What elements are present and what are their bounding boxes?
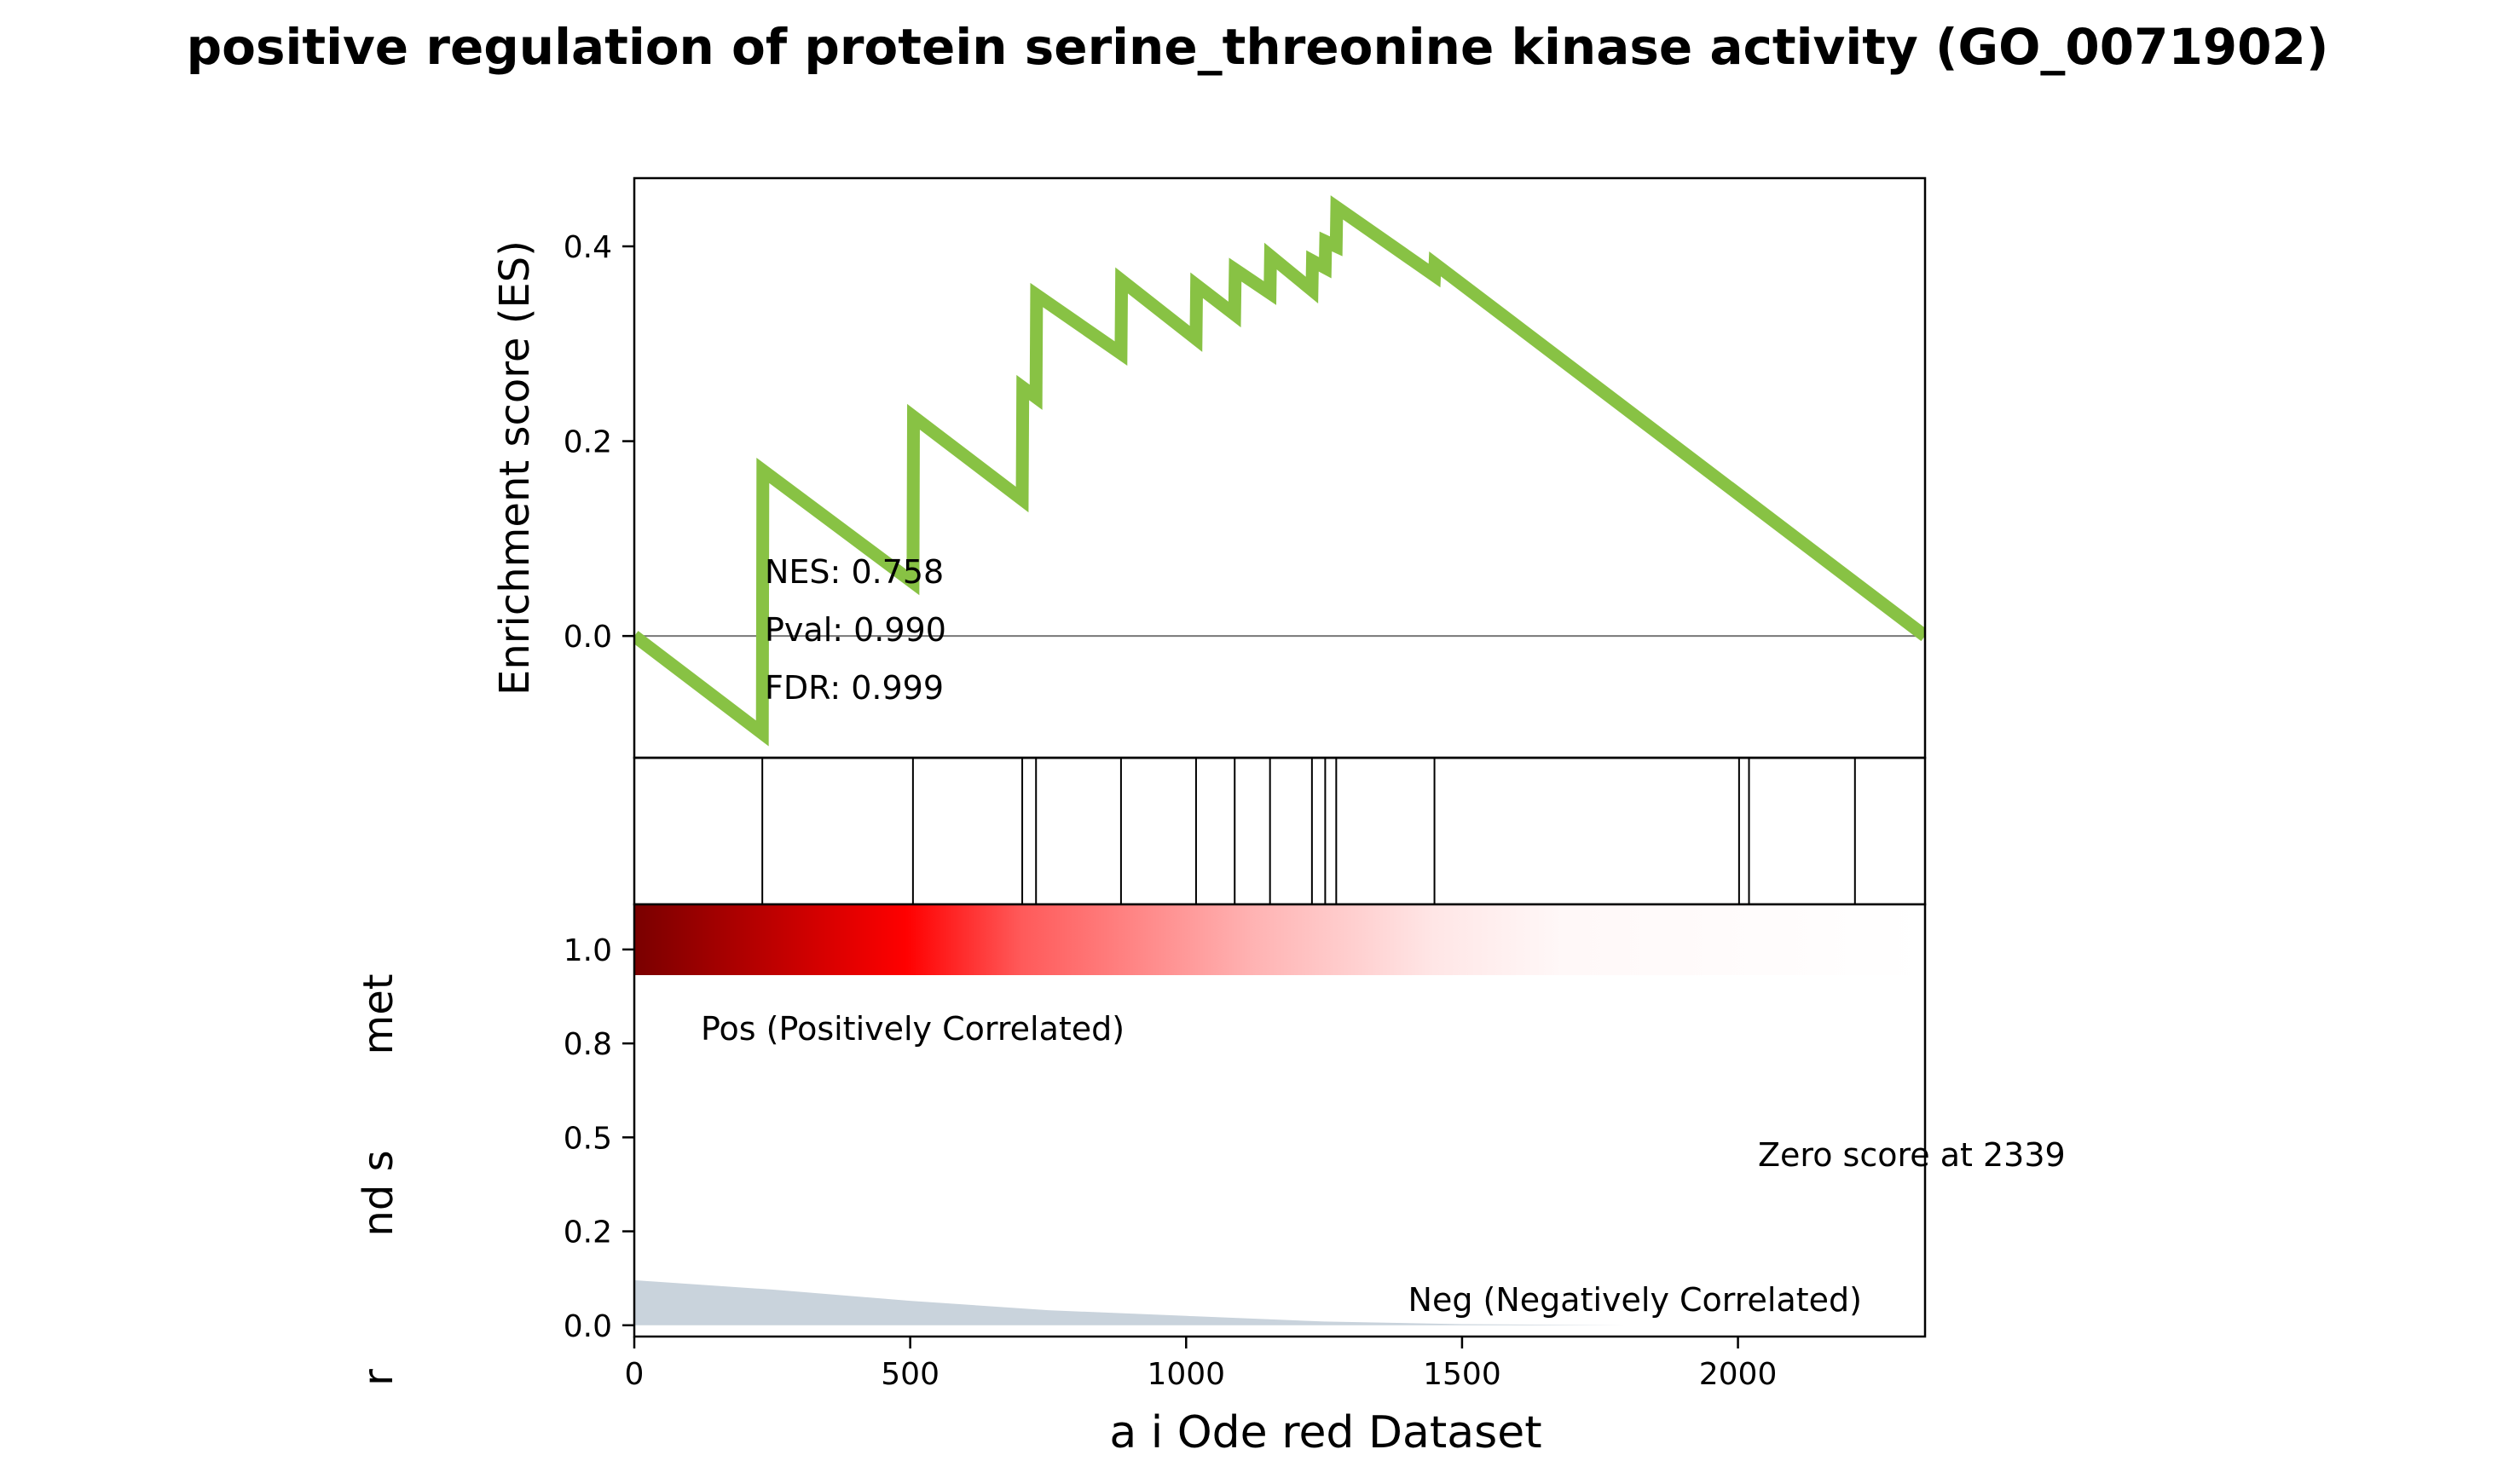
es-y-axis: 0.0 0.2 0.4 [564, 230, 634, 655]
enrichment-score-line [634, 195, 1925, 747]
es-y-tick-label: 0.4 [564, 230, 612, 265]
ranking-x-axis: 0 500 1000 1500 2000 [625, 1337, 1778, 1392]
ranking-x-tick-label: 500 [881, 1357, 940, 1392]
positive-correlation-label: Pos (Positively Correlated) [701, 1010, 1125, 1048]
zero-score-label: Zero score at 2339 [1758, 1136, 2066, 1174]
ranking-x-axis-label: a i Ode red Dataset [1109, 1407, 1541, 1458]
fdr-annotation: FDR: 0.999 [765, 669, 944, 707]
ranking-y-tick-label: 0.5 [564, 1121, 612, 1156]
ranking-y-axis: 0.0 0.2 0.5 0.8 1.0 [564, 933, 634, 1344]
chart-title: positive regulation of protein serine_th… [187, 18, 2329, 76]
ranking-y-label-part-1: r [355, 1369, 402, 1386]
ranking-y-tick-label: 0.8 [564, 1027, 612, 1062]
hits-panel [633, 756, 1927, 906]
pval-annotation: Pval: 0.990 [765, 611, 946, 649]
enrichment-panel: 0.0 0.2 0.4 Enrichment score (ES) NES: 0.7… [491, 176, 1927, 759]
ranking-panel: 0.00.20.50.81.0 0 500 1000 1500 2000 r nd s … [355, 903, 2066, 1458]
ranking-y-label-part-2: nd s [355, 1150, 402, 1236]
ranking-colorbar [635, 905, 1924, 975]
ranking-panel-frame [633, 903, 1927, 1338]
es-y-tick-label: 0.2 [564, 425, 612, 460]
hits-panel-frame [633, 756, 1927, 906]
ranking-y-tick-label: 0.2 [564, 1215, 612, 1250]
ranking-y-label-part-3: met [355, 973, 402, 1054]
nes-annotation: NES: 0.758 [765, 553, 944, 591]
ranking-x-tick-label: 1000 [1147, 1357, 1225, 1392]
ranking-x-tick-label: 0 [625, 1357, 645, 1392]
negative-correlation-label: Neg (Negatively Correlated) [1408, 1281, 1862, 1319]
ranking-x-tick-label: 2000 [1699, 1357, 1778, 1392]
ranking-y-tick-label: 0.0 [564, 1309, 612, 1344]
ranking-metric-area [634, 1279, 1925, 1325]
ranking-x-tick-label: 1500 [1423, 1357, 1501, 1392]
es-y-axis-label: Enrichment score (ES) [491, 240, 539, 696]
es-y-tick-label: 0.0 [564, 620, 612, 655]
ranking-y-tick-label: 1.0 [564, 933, 612, 968]
hit-markers [761, 758, 1856, 904]
